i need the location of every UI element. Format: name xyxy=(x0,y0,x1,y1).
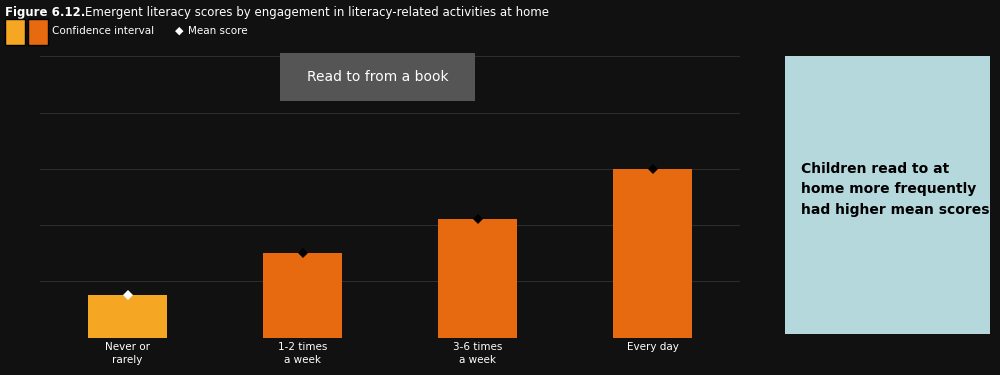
Bar xyxy=(438,219,517,338)
Bar xyxy=(613,169,692,338)
Text: Emergent literacy scores by engagement in literacy-related activities at home: Emergent literacy scores by engagement i… xyxy=(85,6,549,19)
Text: Read to from a book: Read to from a book xyxy=(307,70,448,84)
Text: Mean score: Mean score xyxy=(188,26,248,36)
Text: Confidence interval: Confidence interval xyxy=(52,26,154,36)
Text: ◆: ◆ xyxy=(175,26,184,36)
Bar xyxy=(88,296,167,338)
Text: Children read to at
home more frequently
had higher mean scores: Children read to at home more frequently… xyxy=(801,162,990,217)
Text: Figure 6.12.: Figure 6.12. xyxy=(5,6,85,19)
Bar xyxy=(263,253,342,338)
